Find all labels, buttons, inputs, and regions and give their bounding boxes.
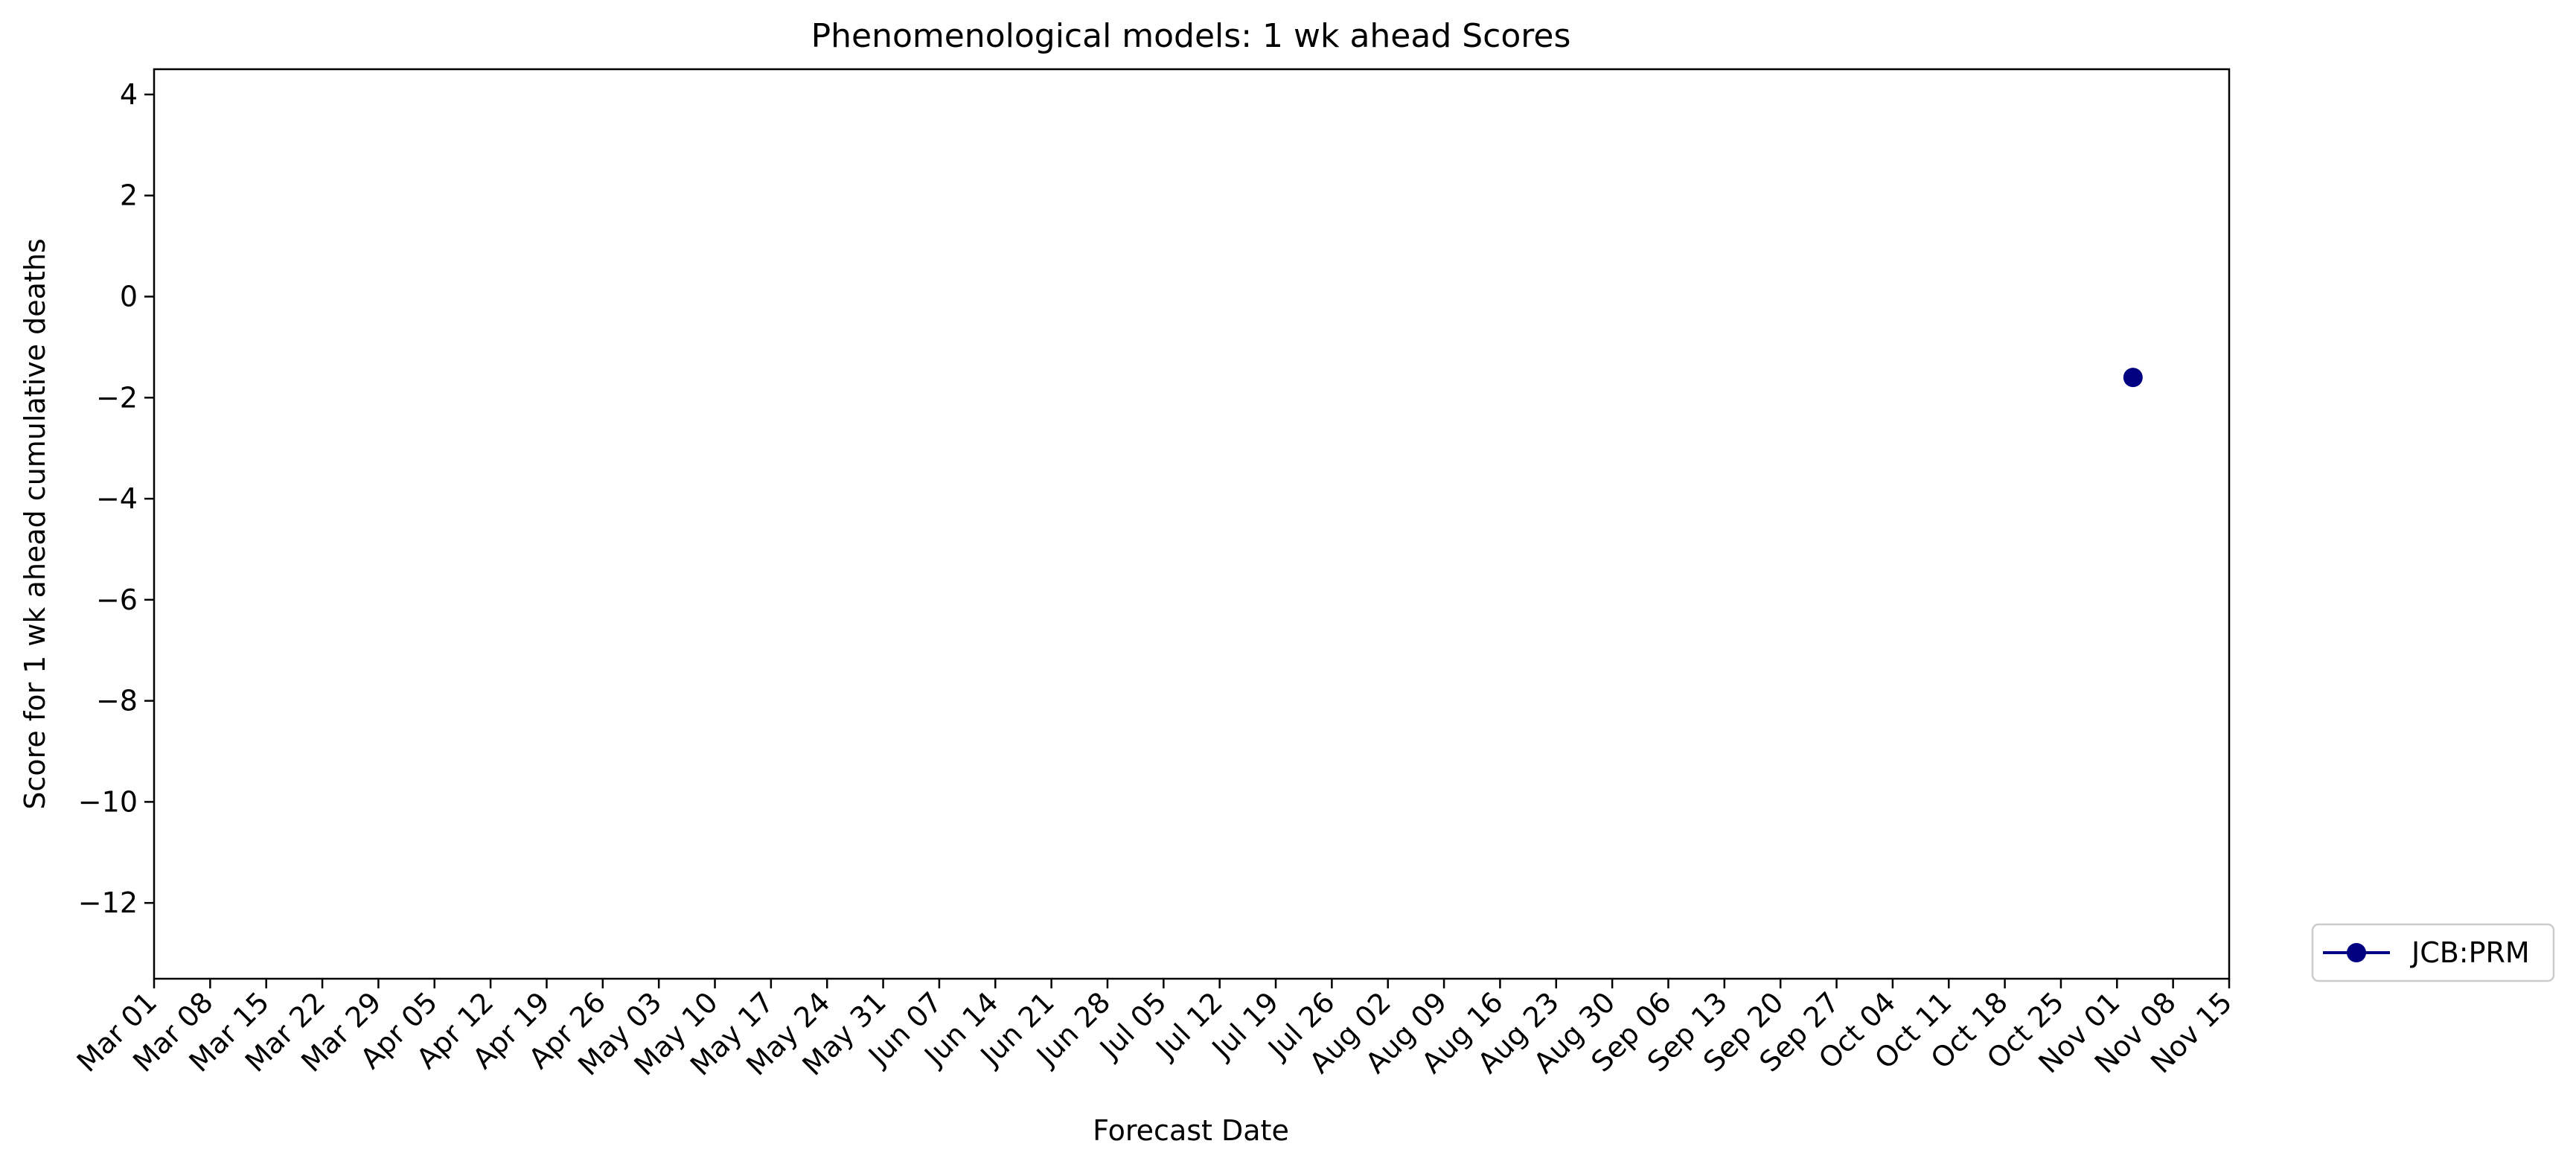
legend: JCB:PRM [2311, 923, 2555, 982]
axes-frame [153, 68, 2231, 980]
y-tick-label: −4 [96, 482, 138, 515]
y-tick-label: 2 [120, 179, 138, 212]
y-tick-label: −10 [78, 785, 138, 818]
data-point [2123, 368, 2143, 388]
y-axis-label: Score for 1 wk ahead cumulative deaths [19, 238, 51, 809]
data-points [2123, 368, 2143, 388]
y-tick-label: 0 [120, 281, 138, 313]
plot-area [153, 68, 2231, 980]
legend-frame [2311, 923, 2555, 982]
y-tick-label: −6 [96, 584, 138, 616]
y-tick-label: −12 [78, 886, 138, 919]
y-tick-label: −8 [96, 685, 138, 717]
legend-label: JCB:PRM [2410, 936, 2530, 969]
legend-marker-swatch [2347, 943, 2366, 962]
chart-title: Phenomenological models: 1 wk ahead Scor… [811, 17, 1571, 55]
y-tick-label: 4 [120, 78, 138, 111]
y-axis: 4 2 0 −2 −4 −6 −8 −10 −12 [78, 78, 154, 919]
x-axis-label: Forecast Date [1093, 1114, 1289, 1147]
y-tick-label: −2 [96, 381, 138, 414]
